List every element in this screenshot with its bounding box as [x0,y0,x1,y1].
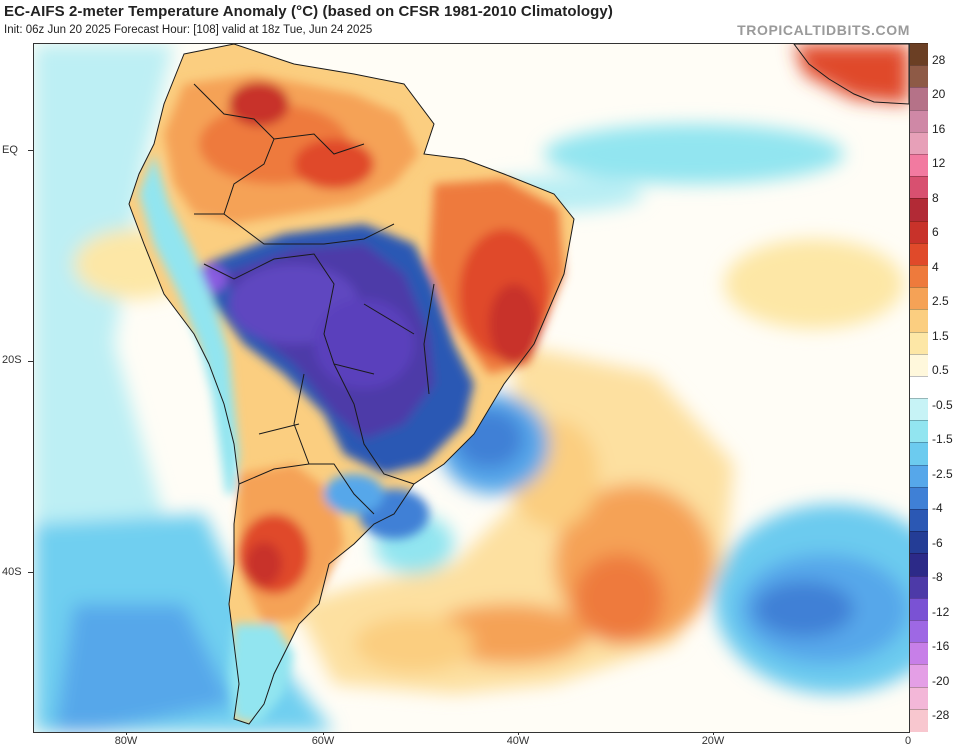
lon-tick [323,731,324,735]
legend-label: -6 [932,536,943,550]
lon-label-0: 0 [904,735,912,747]
lat-label-eq: EQ [2,144,18,156]
legend-swatch [910,331,928,355]
legend-label: 12 [932,156,946,170]
legend-swatch [910,531,928,555]
country-borders [128,44,575,725]
legend-swatch [910,87,928,111]
legend-label: 6 [932,225,939,239]
legend-swatch [910,575,928,599]
legend-swatch [910,220,928,244]
legend-label: 4 [932,260,939,274]
legend-label: -1.5 [932,432,953,446]
legend-swatch [910,131,928,155]
legend-label: 28 [932,53,946,67]
lat-label-40s: 40S [2,566,22,578]
legend-label: 2.5 [932,294,949,308]
lon-tick [518,731,519,735]
legend-swatch [910,442,928,466]
legend-swatch [910,287,928,311]
legend-label: -2.5 [932,467,953,481]
legend-label: -20 [932,674,950,688]
legend-label: 20 [932,87,946,101]
lat-tick [28,361,33,362]
chart-title: EC-AIFS 2-meter Temperature Anomaly (°C)… [4,3,613,20]
legend-swatch [910,353,928,377]
lon-tick [713,731,714,735]
lon-label-60w: 60W [311,735,335,747]
land-anomaly-field [139,74,564,724]
lat-tick [28,150,33,151]
legend-swatch [910,597,928,622]
legend-swatch [910,375,928,400]
legend-swatch [910,664,928,688]
legend-swatch [910,553,928,577]
map-canvas [34,44,909,732]
legend-swatch [910,464,928,488]
legend-swatch [910,398,928,422]
legend-label: 0.5 [932,363,949,377]
legend-label: -28 [932,708,950,722]
legend-swatch [910,486,928,511]
legend-swatch [910,198,928,222]
legend-swatch [910,153,928,178]
lon-tick [126,731,127,735]
legend-swatch [910,708,928,732]
legend-label: -4 [932,501,943,515]
lon-label-20w: 20W [701,735,725,747]
legend-label: 8 [932,191,939,205]
legend-swatch [910,43,928,67]
lon-label-80w: 80W [114,735,138,747]
legend-swatch [910,65,928,89]
legend-label: -8 [932,570,943,584]
legend-swatch [910,264,928,289]
legend-swatch [910,242,928,266]
lat-label-20s: 20S [2,354,22,366]
legend-swatch [910,620,928,644]
legend-swatch [910,176,928,200]
anomaly-map [33,43,910,733]
legend-label: -12 [932,605,950,619]
legend-swatch [910,420,928,444]
legend-swatch [910,509,928,533]
lon-label-40w: 40W [506,735,530,747]
africa-coastline [793,44,909,105]
legend-swatch [910,642,928,666]
legend-label: -16 [932,639,950,653]
site-credit: TROPICALTIDBITS.COM [737,22,910,38]
legend-swatch [910,109,928,133]
legend-label: 1.5 [932,329,949,343]
lat-tick [28,572,33,573]
legend-label: -0.5 [932,398,953,412]
forecast-info: Init: 06z Jun 20 2025 Forecast Hour: [10… [4,24,373,36]
legend-swatch [910,309,928,333]
legend-swatch [910,686,928,710]
color-legend: 28 20 16 12 8 6 4 2.5 1.5 0.5 -0.5 -1.5 … [910,43,960,732]
legend-label: 16 [932,122,946,136]
